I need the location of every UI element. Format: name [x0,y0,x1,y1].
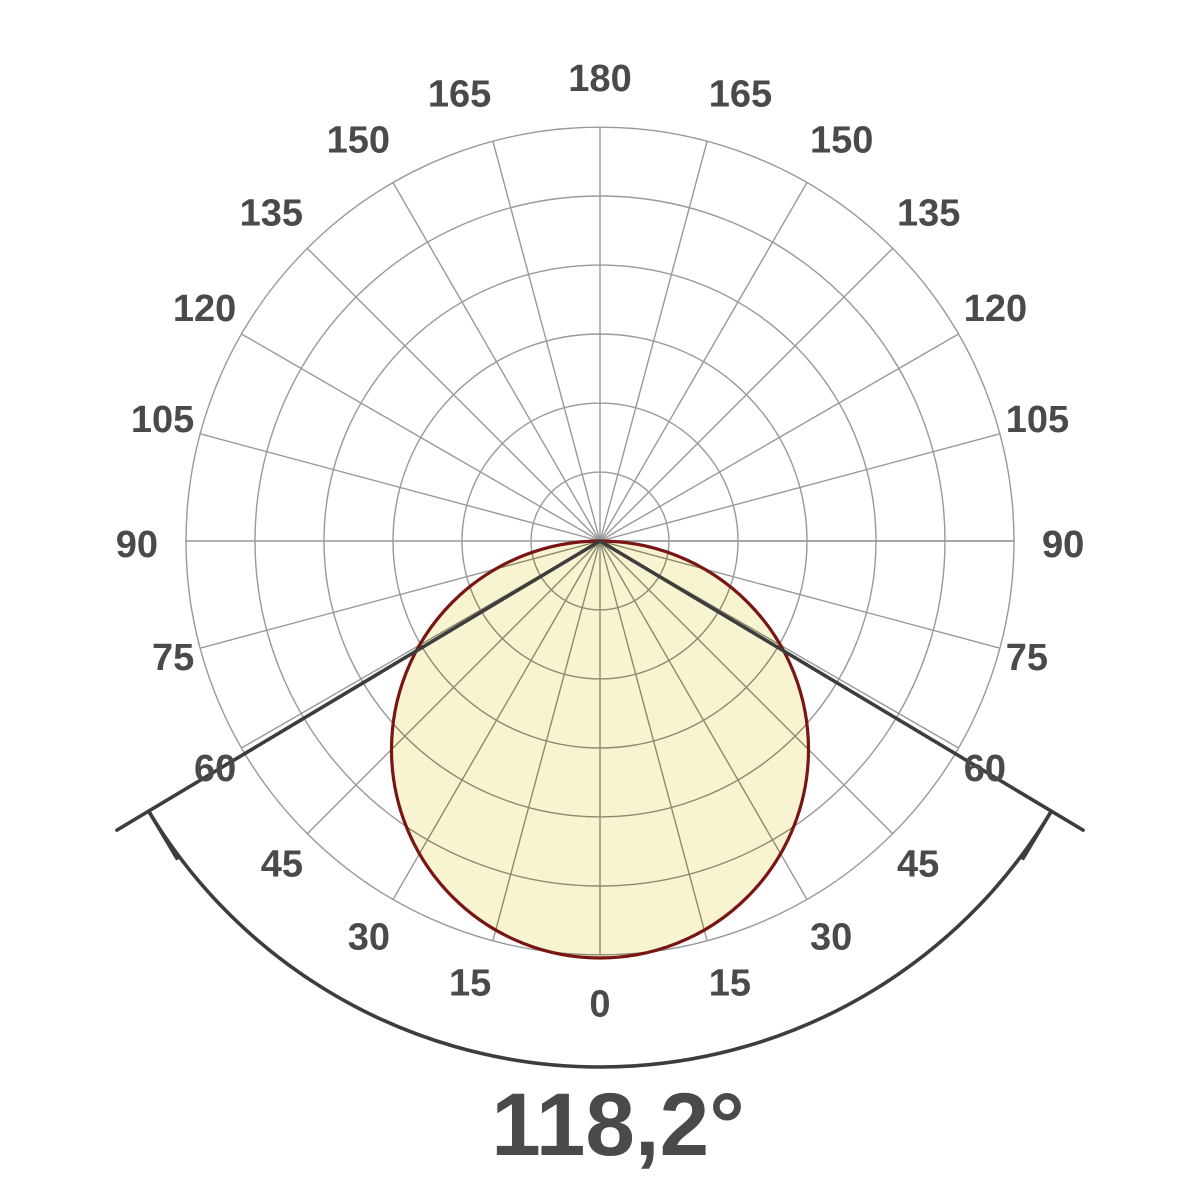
svg-text:150: 150 [327,120,390,162]
svg-text:45: 45 [897,843,939,885]
svg-text:135: 135 [240,193,303,235]
svg-text:30: 30 [348,916,390,958]
svg-text:75: 75 [1006,637,1048,679]
svg-text:30: 30 [810,916,852,958]
svg-text:60: 60 [194,748,236,790]
svg-text:118,2°: 118,2° [491,1074,744,1174]
svg-text:165: 165 [709,74,772,116]
svg-text:105: 105 [1006,399,1069,441]
svg-text:0: 0 [589,984,610,1026]
svg-text:165: 165 [428,74,491,116]
svg-text:135: 135 [897,193,960,235]
svg-text:90: 90 [116,524,158,566]
svg-text:120: 120 [173,288,236,330]
svg-text:15: 15 [709,962,751,1004]
svg-text:45: 45 [261,843,303,885]
svg-text:150: 150 [810,120,873,162]
svg-text:120: 120 [964,288,1027,330]
svg-text:60: 60 [964,748,1006,790]
svg-text:180: 180 [568,58,631,100]
svg-text:105: 105 [131,399,194,441]
svg-text:90: 90 [1042,524,1084,566]
svg-text:15: 15 [449,962,491,1004]
svg-text:75: 75 [152,637,194,679]
